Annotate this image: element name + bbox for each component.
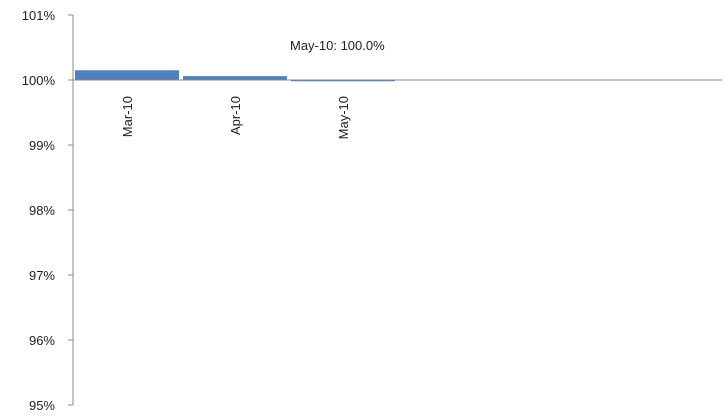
y-tick-label: 101%	[22, 8, 56, 23]
bar-mar-10	[75, 70, 179, 80]
y-tick-label: 96%	[29, 333, 55, 348]
bars	[75, 70, 395, 82]
x-tick-label: May-10	[336, 96, 351, 139]
y-tick-label: 97%	[29, 268, 55, 283]
y-tick-label: 100%	[22, 73, 56, 88]
data-annotation: May-10: 100.0%	[290, 38, 385, 53]
y-tick-label: 98%	[29, 203, 55, 218]
y-tick-label: 99%	[29, 138, 55, 153]
x-tick-label: Mar-10	[120, 96, 135, 137]
bar-may-10	[291, 80, 395, 82]
y-axis: 101% 100% 99% 98% 97% 96% 95%	[22, 8, 74, 413]
x-tick-label: Apr-10	[228, 96, 243, 135]
y-tick-label: 95%	[29, 398, 55, 413]
x-axis: Mar-10 Apr-10 May-10	[73, 79, 722, 139]
bar-apr-10	[183, 76, 287, 80]
